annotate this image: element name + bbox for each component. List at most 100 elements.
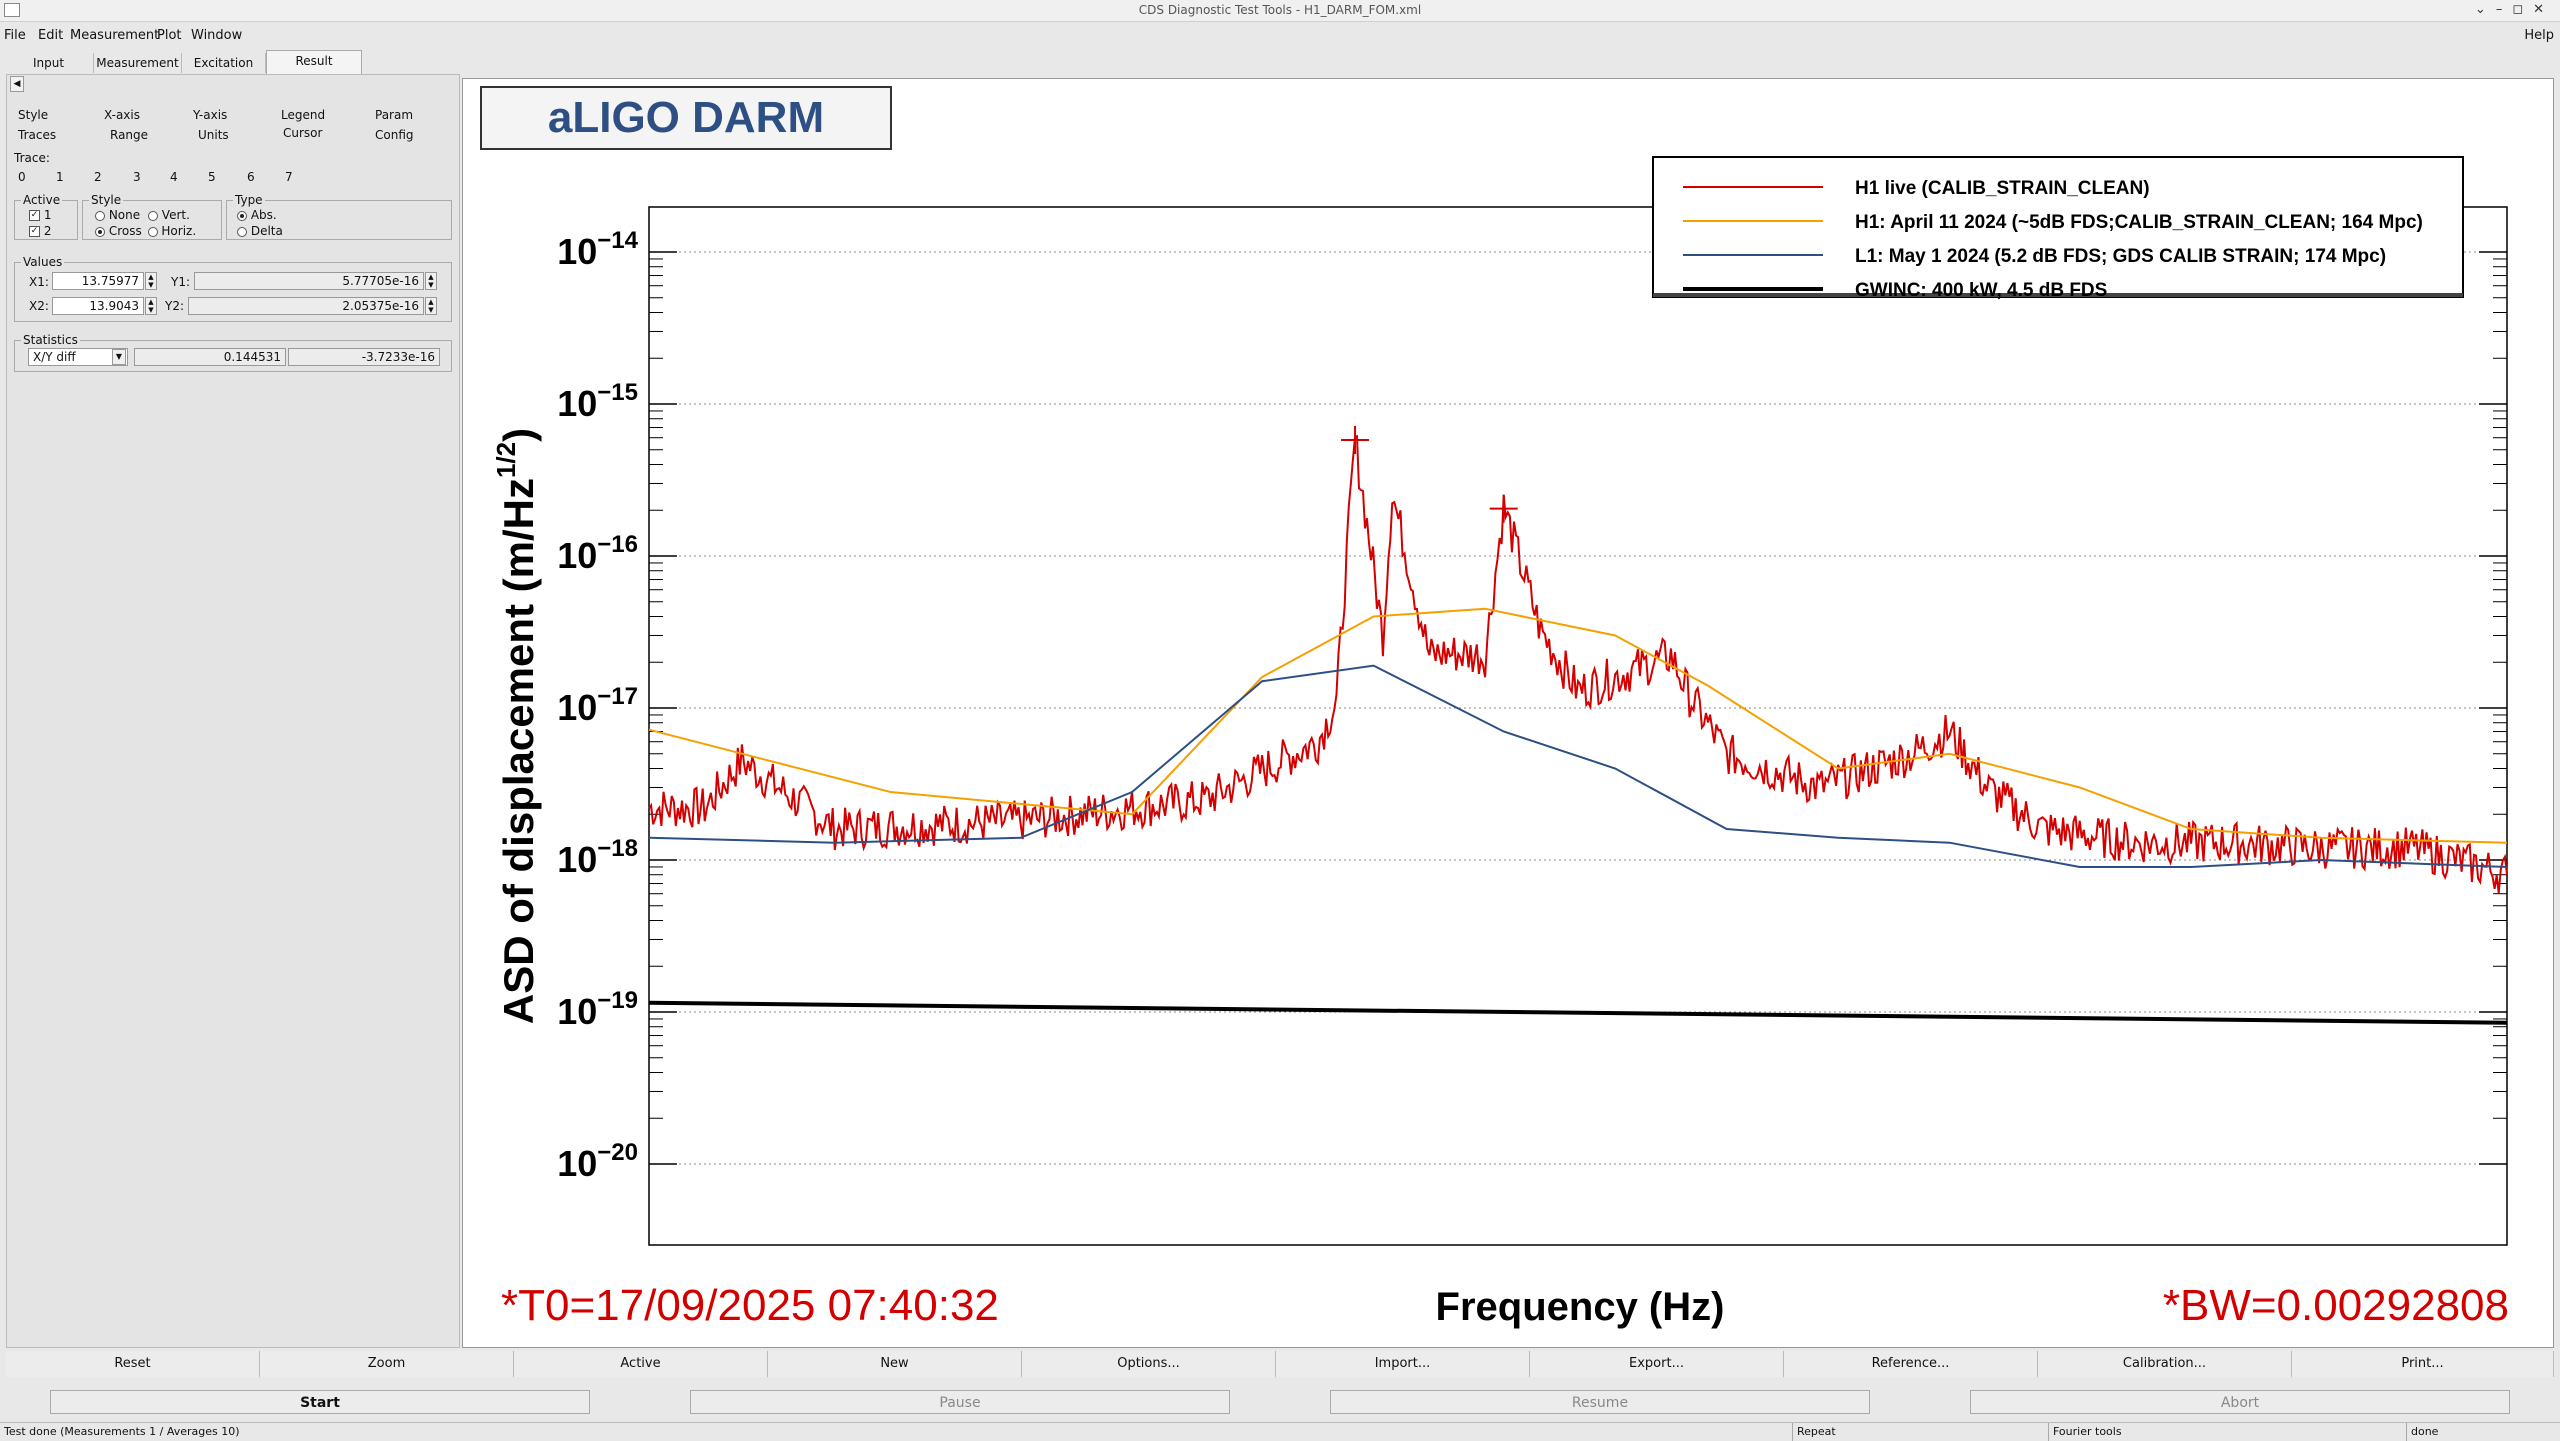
title-bar: CDS Diagnostic Test Tools - H1_DARM_FOM.… xyxy=(0,0,2560,22)
style-horiz-label: Horiz. xyxy=(161,224,197,238)
type-delta-radio[interactable] xyxy=(237,226,247,237)
subtab-range[interactable]: Range xyxy=(110,128,149,142)
y-tick-label: 10−19 xyxy=(557,987,638,1032)
y2-label: Y2: xyxy=(165,299,185,313)
trace-tab-1[interactable]: 1 xyxy=(56,170,64,184)
menu-help[interactable]: Help xyxy=(2524,28,2554,43)
t0-label: *T0=17/09/2025 07:40:32 xyxy=(501,1281,999,1330)
abort-button[interactable]: Abort xyxy=(1970,1390,2510,1414)
subtab-config[interactable]: Config xyxy=(375,128,414,142)
menu-window[interactable]: Window xyxy=(191,28,243,43)
values-group-label: Values xyxy=(21,255,65,269)
resume-button[interactable]: Resume xyxy=(1330,1390,1870,1414)
import-button[interactable]: Import... xyxy=(1276,1351,1530,1377)
trace-tab-3[interactable]: 3 xyxy=(133,170,141,184)
statistics-value-1: 0.144531 xyxy=(134,348,286,366)
trace-tab-2[interactable]: 2 xyxy=(94,170,102,184)
x1-input[interactable]: 13.75977 xyxy=(52,272,144,290)
values-group: Values X1: X2: Y1: Y2: xyxy=(14,255,452,322)
series-line xyxy=(648,664,2508,868)
darm-chart[interactable]: aLIGO DARM 10−1410−1510−1610−1710−1810−1… xyxy=(463,79,2555,1349)
subtab-y-axis[interactable]: Y-axis xyxy=(193,108,228,122)
x1-label: X1: xyxy=(29,275,49,289)
series-lines xyxy=(648,434,2508,1025)
subtab-x-axis[interactable]: X-axis xyxy=(104,108,140,122)
export-button[interactable]: Export... xyxy=(1530,1351,1784,1377)
y1-stepper[interactable]: ▲ ▼ xyxy=(425,272,437,290)
x2-stepper[interactable]: ▲ ▼ xyxy=(145,297,157,315)
subtab-style[interactable]: Style xyxy=(18,108,49,122)
y2-field: 2.05375e-16 xyxy=(188,297,424,315)
active-1-checkbox[interactable]: ✓ xyxy=(29,210,40,221)
type-abs-radio[interactable] xyxy=(237,210,247,221)
trace-tab-0[interactable]: 0 xyxy=(18,170,26,184)
active-button[interactable]: Active xyxy=(514,1351,768,1377)
cursor-markers[interactable] xyxy=(1341,425,1518,523)
trace-tab-7[interactable]: 7 xyxy=(285,170,293,184)
tab-excitation[interactable]: Excitation xyxy=(182,53,266,73)
collapse-left-icon[interactable]: ◀ xyxy=(10,76,24,92)
style-cross-label: Cross xyxy=(108,224,142,238)
style-none-radio[interactable] xyxy=(95,210,105,221)
style-group-label: Style xyxy=(89,193,124,207)
tab-input[interactable]: Input xyxy=(4,53,94,73)
menu-plot[interactable]: Plot xyxy=(157,28,182,43)
tab-result[interactable]: Result xyxy=(266,50,362,74)
series-line xyxy=(648,1000,2508,1025)
trace-tab-4[interactable]: 4 xyxy=(170,170,178,184)
y-tick-label: 10−16 xyxy=(557,531,638,576)
subtab-units[interactable]: Units xyxy=(198,128,229,142)
legend-label: L1: May 1 2024 (5.2 dB FDS; GDS CALIB ST… xyxy=(1855,246,2386,267)
main-tabs: Input Measurement Excitation Result xyxy=(0,50,460,74)
y-tick-label: 10−20 xyxy=(557,1139,638,1184)
y-tick-label: 10−18 xyxy=(557,835,638,880)
menu-edit[interactable]: Edit xyxy=(38,28,64,43)
style-cross-radio[interactable] xyxy=(95,226,105,237)
status-tool: Fourier tools xyxy=(2053,1425,2122,1438)
y2-stepper[interactable]: ▲ ▼ xyxy=(425,297,437,315)
legend-shadow xyxy=(1653,293,2463,297)
x1-stepper[interactable]: ▲ ▼ xyxy=(145,272,157,290)
active-2-checkbox[interactable]: ✓ xyxy=(29,226,40,237)
y-tick-label: 10−17 xyxy=(557,683,638,728)
series-line xyxy=(648,434,2508,894)
pause-button[interactable]: Pause xyxy=(690,1390,1230,1414)
plot-canvas[interactable]: aLIGO DARM 10−14 10−15 10−16 10−17 10−18 10−1… xyxy=(462,78,2554,1348)
new-button[interactable]: New xyxy=(768,1351,1022,1377)
menu-file[interactable]: File xyxy=(4,28,26,43)
trace-tab-6[interactable]: 6 xyxy=(247,170,255,184)
style-horiz-radio[interactable] xyxy=(147,226,158,237)
window-title: CDS Diagnostic Test Tools - H1_DARM_FOM.… xyxy=(1138,3,1422,17)
legend-box xyxy=(1652,156,2464,298)
active-2-label: 2 xyxy=(43,224,52,238)
zoom-button[interactable]: Zoom xyxy=(260,1351,514,1377)
subtab-cursor[interactable]: Cursor xyxy=(283,126,323,140)
type-abs-label: Abs. xyxy=(250,208,277,222)
statistics-select[interactable]: X/Y diff xyxy=(28,348,128,366)
subtab-traces[interactable]: Traces xyxy=(18,128,57,142)
tab-measurement[interactable]: Measurement xyxy=(94,53,182,73)
reset-button[interactable]: Reset xyxy=(6,1351,260,1377)
subtab-param[interactable]: Param xyxy=(375,108,414,122)
legend-label: H1: April 11 2024 (~5dB FDS;CALIB_STRAIN… xyxy=(1855,212,2423,233)
y1-field: 5.77705e-16 xyxy=(194,272,424,290)
calibration-button[interactable]: Calibration... xyxy=(2038,1351,2292,1377)
status-divider xyxy=(2048,1423,2049,1441)
style-vert-radio[interactable] xyxy=(147,210,158,221)
window-controls[interactable]: ⌄–◻✕ xyxy=(2474,2,2554,17)
options-button[interactable]: Options... xyxy=(1022,1351,1276,1377)
start-button[interactable]: Start xyxy=(50,1390,590,1414)
trace-tab-5[interactable]: 5 xyxy=(208,170,216,184)
status-divider xyxy=(2406,1423,2407,1441)
x2-input[interactable]: 13.9043 xyxy=(52,297,144,315)
subtab-legend[interactable]: Legend xyxy=(281,108,326,122)
print-button[interactable]: Print... xyxy=(2292,1351,2554,1377)
app-icon xyxy=(4,3,20,17)
legend-label: H1 live (CALIB_STRAIN_CLEAN) xyxy=(1855,178,2150,199)
plot-button-bar: Reset Zoom Active New Options... Import.… xyxy=(0,1351,2560,1377)
menu-measurement[interactable]: Measurement xyxy=(70,28,160,43)
active-group: Active ✓ 1 ✓ 2 xyxy=(14,193,78,240)
reference-button[interactable]: Reference... xyxy=(1784,1351,2038,1377)
chevron-down-icon[interactable]: ▼ xyxy=(112,349,126,365)
status-divider xyxy=(1792,1423,1793,1441)
